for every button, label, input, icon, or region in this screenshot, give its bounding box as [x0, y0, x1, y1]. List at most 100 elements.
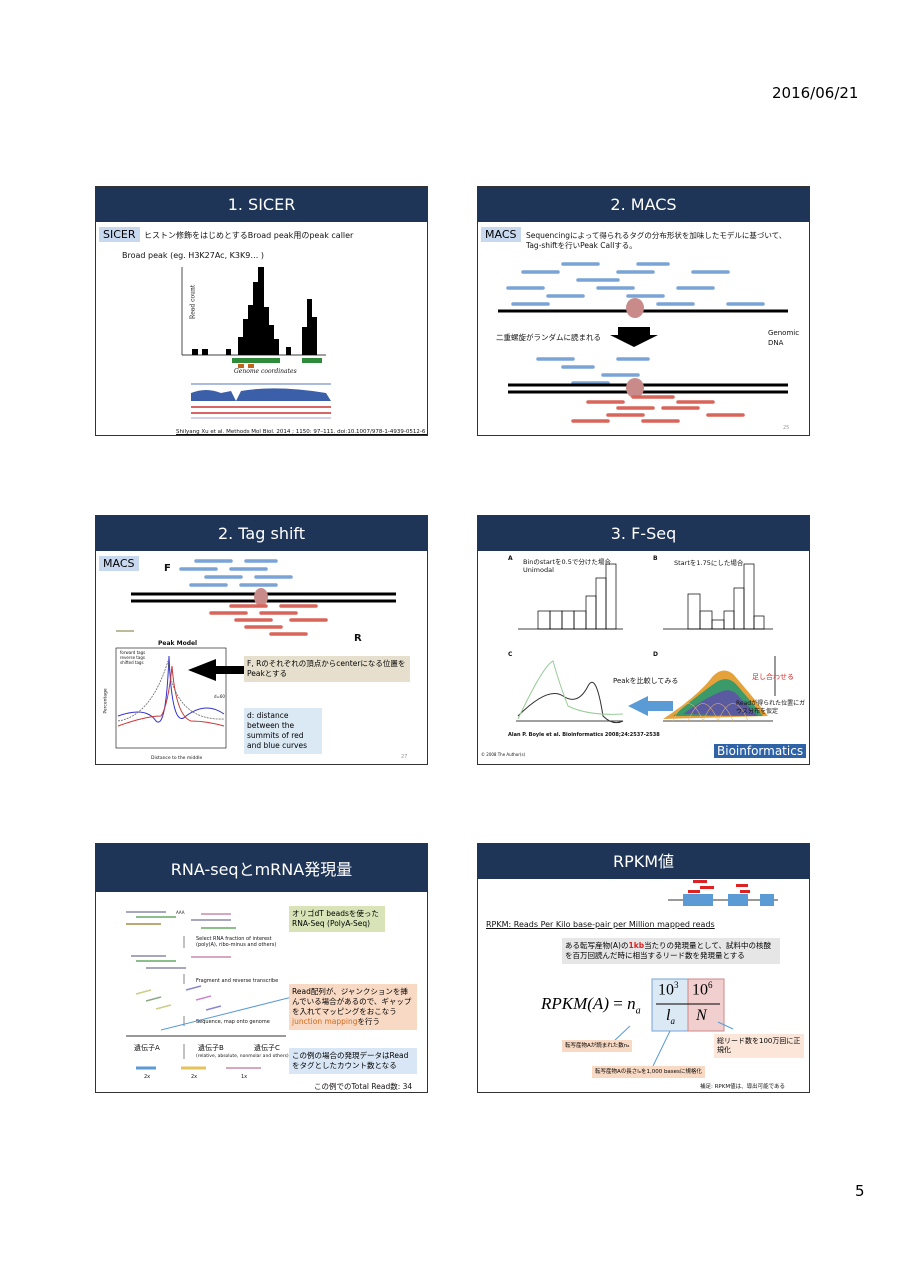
formula-part: =	[613, 994, 623, 1013]
label: F	[164, 563, 171, 574]
figure	[498, 262, 788, 423]
formula-part: 10	[692, 981, 708, 999]
text: を行う	[357, 1017, 381, 1026]
formula-num: 103	[658, 980, 679, 999]
note: Startを1.75にした場合	[674, 559, 744, 567]
slide: 1. SICER SICER ヒストン修飾をはじめとするBroad peak用の…	[95, 186, 428, 436]
figure	[612, 880, 778, 1067]
slide: 2. MACS MACS Sequencingによって得られるタグの分布形状を加…	[477, 186, 810, 436]
slide: RNA-seqとmRNA発現量 AAA Select RNA fraction …	[95, 843, 428, 1093]
gene: 遺伝子C	[254, 1044, 280, 1052]
slide: RPKM値 RPKM: Reads Per Kilo base-pair per…	[477, 843, 810, 1093]
count: 2x	[144, 1074, 151, 1080]
note: 転写産物Aが読まれた数nₐ	[562, 1040, 633, 1052]
legend-item: shifted tags	[120, 660, 144, 665]
figure	[126, 911, 297, 1070]
tag: SICER	[99, 227, 140, 242]
legend-item: forward tags	[120, 650, 146, 655]
date: 2016/06/21	[772, 84, 859, 102]
note: Peakを比較してみる	[613, 677, 679, 685]
formula-num: 106	[692, 980, 713, 999]
panel-label: C	[508, 651, 513, 658]
total: この例でのTotal Read数: 34	[314, 1082, 413, 1091]
note: Readが得られた位置にガウス分布を仮定	[736, 700, 806, 715]
figure	[115, 559, 396, 749]
formula-part: 10	[658, 981, 674, 999]
description: ヒストン修飾をはじめとするBroad peak用のpeak caller	[144, 231, 354, 240]
axis-label: Percentage	[103, 688, 109, 714]
formula-den: la	[666, 1007, 675, 1026]
count: 2x	[191, 1074, 198, 1080]
explanation: ある転写産物(A)の1kb当たりの発現量として、試料中の核酸を百万回読んだ時に相…	[562, 938, 780, 964]
step: Select RNA fraction of interest (poly(A)…	[196, 936, 277, 948]
callout: この例の場合の発現データはReadをタグとしたカウント数となる	[289, 1048, 417, 1074]
callout: オリゴdT beadsを使ったRNA-Seq (PolyA-Seq)	[289, 906, 385, 932]
slide: 2. Tag shift MACS F R Peak Model forward…	[95, 515, 428, 765]
slide-number: 27	[401, 754, 408, 760]
subtitle: Broad peak (eg. H3K27Ac, K3K9… )	[122, 251, 264, 260]
tag: MACS	[481, 227, 521, 242]
footnote: 補足: RPKM値は、導出可能である	[700, 1084, 786, 1090]
citation: Alan P. Boyle et al. Bioinformatics 2008…	[508, 732, 660, 738]
label: d=60	[214, 694, 225, 699]
step: (relative, absolute, nonmolar and others…	[196, 1054, 289, 1059]
tag: MACS	[99, 556, 139, 571]
label: Genomic DNA	[768, 329, 800, 347]
slide-title: 2. MACS	[478, 187, 809, 222]
slide: 3. F-Seq A B C D Binのstartを0.5で分けた場合 Uni…	[477, 515, 810, 765]
figure	[181, 267, 331, 419]
text: junction mapping	[292, 1017, 358, 1026]
note: 総リード数を100万回に正規化	[714, 1034, 804, 1058]
slide-title: 1. SICER	[96, 187, 427, 222]
slide-title: 3. F-Seq	[478, 516, 809, 551]
text: Read配列が、ジャンクションを挿んでいる場合があるので、ギャップを入れてマッピ…	[292, 987, 412, 1016]
legend-item: reverse tags	[120, 655, 145, 660]
formula-part: RPKM(A)	[541, 994, 609, 1013]
callout: d: distance between the summits of red a…	[244, 708, 322, 754]
label: R	[354, 633, 362, 644]
formula-part: n	[627, 994, 636, 1013]
formula-part: 6	[708, 980, 713, 990]
plot-title: Peak Model	[158, 640, 198, 647]
formula-den: N	[696, 1007, 707, 1024]
count: 1x	[241, 1074, 248, 1080]
panel-label: D	[653, 651, 658, 658]
description: Sequencingによって得られるタグの分布形状を加味したモデルに基づいて、T…	[526, 231, 787, 250]
panel-label: B	[653, 555, 658, 562]
label: 二重螺旋がランダムに読まれる	[496, 333, 601, 342]
definition: RPKM: Reads Per Kilo base-pair per Milli…	[486, 920, 715, 929]
text: ある転写産物(A)の	[565, 941, 629, 950]
panel-label: A	[508, 555, 513, 562]
slide-title: RNA-seqとmRNA発現量	[96, 844, 427, 892]
text: 1kb	[628, 941, 645, 950]
label: AAA	[176, 910, 185, 915]
formula-part: a	[635, 1005, 641, 1017]
legend: forward tags reverse tags shifted tags	[120, 650, 145, 665]
page-number: 5	[855, 1182, 865, 1200]
formula-part: a	[670, 1016, 675, 1027]
formula-part: l	[666, 1007, 671, 1024]
formula: RPKM(A) = na	[541, 994, 641, 1016]
axis-label: Genome coordinates	[234, 368, 297, 375]
note: Binのstartを0.5で分けた場合 Unimodal	[523, 558, 611, 574]
figure	[516, 563, 776, 724]
slide-title: RPKM値	[478, 844, 809, 879]
callout: Read配列が、ジャンクションを挿んでいる場合があるので、ギャップを入れてマッピ…	[289, 984, 417, 1030]
gene: 遺伝子B	[198, 1044, 224, 1052]
text: 当たりの発現量として、試料中の核酸を百万回読んだ時に相当するリード数を発現量とす…	[565, 941, 771, 960]
citation: Shilyang Xu et al. Methods Mol Biol. 201…	[176, 429, 428, 435]
slide-number: 25	[783, 425, 790, 431]
slide-title: 2. Tag shift	[96, 516, 427, 551]
copyright: © 2008 The Author(s)	[481, 752, 526, 757]
axis-label: Distance to the middle	[151, 756, 203, 761]
step: Fragment and reverse transcribe	[196, 978, 279, 984]
note: 足し合わせる	[752, 673, 794, 681]
note: 転写産物Aの長さlₐを1,000 basesに規格化	[592, 1066, 705, 1078]
gene: 遺伝子A	[134, 1044, 160, 1052]
callout: F, Rのそれぞれの頂点からcenterになる位置をPeakとする	[244, 656, 410, 682]
journal-logo: Bioinformatics	[714, 744, 807, 758]
step: Sequence, map onto genome	[196, 1019, 270, 1025]
formula-part: 3	[674, 980, 679, 990]
